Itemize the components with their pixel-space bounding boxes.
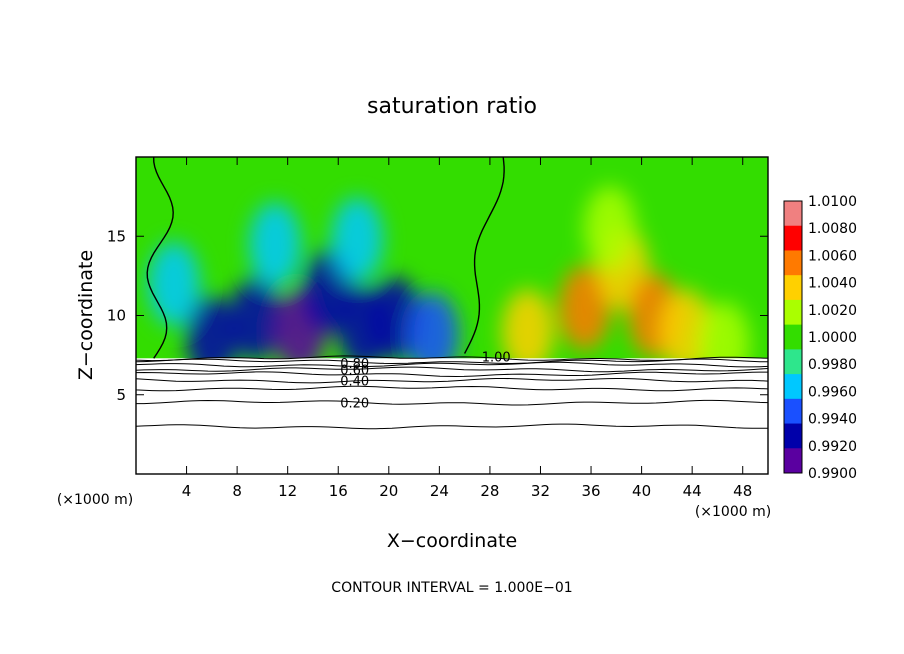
contour-label-0: 1.00 bbox=[482, 351, 511, 366]
field-blob-7 bbox=[407, 292, 460, 377]
x-axis: 4 8 12 16 20 24 28 32 36 40 44 48 bbox=[182, 157, 752, 500]
plot-area: 1.00 0.800.600.40 0.20 bbox=[136, 157, 768, 474]
contour-interval-note: CONTOUR INTERVAL = 1.000E−01 bbox=[331, 580, 572, 596]
colorbar-segment-0 bbox=[784, 201, 802, 227]
contour-lines bbox=[136, 355, 768, 430]
colorbar-segment-6 bbox=[784, 349, 802, 375]
colorbar-frame bbox=[783, 200, 803, 474]
field-blob-11 bbox=[558, 265, 611, 350]
contour-line-6 bbox=[136, 385, 768, 392]
colorbar-segment-3 bbox=[784, 275, 802, 301]
x-tick-label-0: 4 bbox=[182, 482, 192, 500]
x-tick-label-2: 12 bbox=[278, 482, 297, 500]
colorbar-segment-1 bbox=[784, 225, 802, 251]
colorbar-label-6: 0.9980 bbox=[808, 357, 857, 373]
x-unit-right: (×1000 m) bbox=[695, 504, 771, 520]
x-tick-label-3: 16 bbox=[329, 482, 348, 500]
field-blob-0 bbox=[147, 241, 200, 326]
colorbar-label-2: 1.0060 bbox=[808, 248, 857, 264]
colorbar: 1.0100 1.0080 1.0060 1.0040 1.0020 1.0000 0.99… bbox=[783, 194, 857, 482]
x-tick-label-4: 20 bbox=[379, 482, 398, 500]
field-blob-2 bbox=[230, 276, 283, 361]
x-tick-label-9: 40 bbox=[632, 482, 651, 500]
colorbar-segment-4 bbox=[784, 299, 802, 326]
colorbar-label-8: 0.9940 bbox=[808, 412, 857, 428]
colorbar-segment-8 bbox=[784, 398, 802, 425]
y-tick-label-1: 10 bbox=[107, 307, 126, 325]
x-tick-label-8: 36 bbox=[581, 482, 600, 500]
contour-label-2: 0.60 bbox=[340, 363, 369, 378]
x-tick-label-5: 24 bbox=[430, 482, 449, 500]
x-tick-label-10: 44 bbox=[683, 482, 702, 500]
x-tick-label-1: 8 bbox=[232, 482, 242, 500]
colorbar-label-7: 0.9960 bbox=[808, 384, 857, 400]
contour-line-3 bbox=[136, 366, 768, 373]
contour-line-2 bbox=[136, 361, 768, 368]
contour-1.00-right bbox=[463, 157, 505, 354]
contour-labels: 1.00 0.800.600.40 0.20 bbox=[340, 351, 511, 412]
contour-line-1 bbox=[136, 358, 768, 365]
surface-region bbox=[136, 358, 768, 474]
contour-line-7 bbox=[136, 399, 768, 406]
colorbar-label-1: 1.0080 bbox=[808, 221, 857, 237]
contour-label-4: 0.20 bbox=[340, 397, 369, 412]
colorbar-label-3: 1.0040 bbox=[808, 276, 857, 292]
y-tick-label-2: 15 bbox=[107, 227, 126, 245]
x-tick-label-11: 48 bbox=[733, 482, 752, 500]
colorbar-label-0: 1.0100 bbox=[808, 194, 857, 210]
colorbar-segment-10 bbox=[784, 448, 802, 474]
contour-line-4 bbox=[136, 371, 768, 378]
colorbar-label-4: 1.0020 bbox=[808, 303, 857, 319]
colorbar-segment-2 bbox=[784, 250, 802, 276]
contour-1.00-left bbox=[146, 157, 174, 359]
contour-line-8 bbox=[136, 423, 768, 430]
field-blob-9 bbox=[331, 197, 384, 282]
colorbar-segment-9 bbox=[784, 423, 802, 449]
y-tick-label-0: 5 bbox=[116, 386, 126, 404]
field-blobs bbox=[147, 186, 750, 387]
colorbar-label-5: 1.0000 bbox=[808, 330, 857, 346]
x-tick-label-7: 32 bbox=[531, 482, 550, 500]
colorbar-label-9: 0.9920 bbox=[808, 439, 857, 455]
colorbar-segment-7 bbox=[784, 374, 802, 400]
colorbar-label-10: 0.9900 bbox=[808, 466, 857, 482]
y-axis-label: Z−coordinate bbox=[75, 250, 97, 380]
contour-label-3: 0.40 bbox=[340, 374, 369, 389]
contour-line-5 bbox=[136, 378, 768, 384]
field-blob-16 bbox=[584, 186, 636, 271]
chart-title: saturation ratio bbox=[367, 94, 537, 119]
field-blob-8 bbox=[249, 202, 302, 287]
x-axis-label: X−coordinate bbox=[387, 530, 517, 552]
x-unit-left: (×1000 m) bbox=[57, 492, 133, 508]
colorbar-segment-5 bbox=[784, 324, 802, 350]
y-axis: 5 10 15 bbox=[107, 227, 768, 404]
contour-label-1: 0.80 bbox=[340, 357, 369, 372]
x-tick-label-6: 28 bbox=[480, 482, 499, 500]
field-blob-10 bbox=[501, 289, 554, 374]
